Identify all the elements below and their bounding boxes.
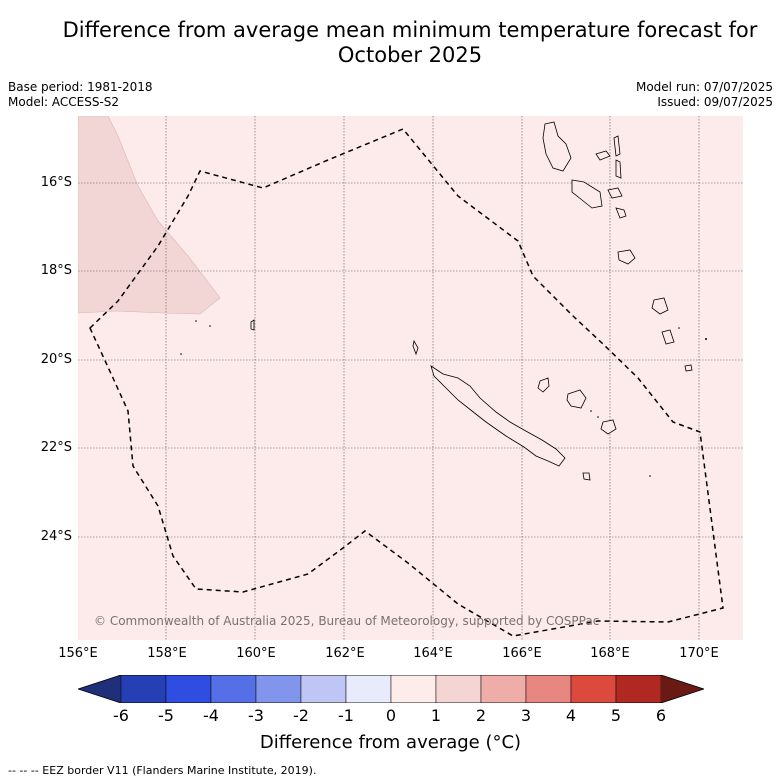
colorbar-cell (165, 675, 212, 703)
colorbar-cell (615, 675, 662, 703)
islet-i (597, 416, 599, 418)
lat-label-16s: 16°S (40, 175, 72, 190)
islet-d (180, 353, 182, 355)
eez-border (89, 128, 724, 637)
espiritu-santo (542, 121, 572, 172)
maewo (613, 135, 621, 157)
cbar-tick-label: 0 (385, 706, 397, 725)
lon-label-158e: 158°E (147, 646, 187, 661)
efate (617, 249, 636, 265)
colorbar-cell (525, 675, 572, 703)
warm-anomaly-patch (78, 116, 221, 315)
belep-islands (412, 339, 419, 356)
lon-label-160e: 160°E (236, 646, 276, 661)
lat-label-24s: 24°S (40, 529, 72, 544)
new-caledonia-island (430, 365, 566, 467)
model-run: Model run: 07/07/2025 (635, 80, 773, 94)
islet-e (649, 475, 651, 477)
colorbar-cell (120, 675, 167, 703)
colorbar-cell (300, 675, 347, 703)
lon-label-168e: 168°E (590, 646, 630, 661)
lon-label-170e: 170°E (679, 646, 719, 661)
lon-label-164e: 164°E (413, 646, 453, 661)
ambae (595, 150, 611, 161)
ouvea-island (537, 377, 550, 393)
cbar-tick-label: -6 (113, 706, 129, 725)
cbar-tick-label: 5 (610, 706, 622, 725)
map-panel[interactable]: © Commonwealth of Australia 2025, Bureau… (78, 116, 743, 640)
lon-label-156e: 156°E (58, 646, 98, 661)
title-line-2: October 2025 (337, 43, 483, 67)
tanna (661, 329, 675, 345)
cbar-tick-label: 4 (565, 706, 577, 725)
base-period: Base period: 1981-2018 (8, 80, 153, 94)
issued-date: Issued: 09/07/2025 (657, 95, 773, 109)
model-name: Model: ACCESS-S2 (8, 95, 120, 109)
lon-label-166e: 166°E (502, 646, 542, 661)
islet-c (209, 325, 211, 327)
cbar-tick-label: 3 (520, 706, 532, 725)
cbar-tick-label: 2 (475, 706, 487, 725)
islet-b (195, 320, 197, 322)
colorbar-cell (255, 675, 302, 703)
colorbar-cell (210, 675, 257, 703)
lat-label-22s: 22°S (40, 440, 72, 455)
cbar-tick-label: -5 (158, 706, 174, 725)
cbar-tick-label: -4 (203, 706, 219, 725)
cbar-tick-label: -1 (338, 706, 354, 725)
ambrym (607, 187, 623, 199)
eez-legend-note: -- -- -- EEZ border V11 (Flanders Marine… (8, 764, 317, 777)
mare-island (600, 419, 617, 435)
epi-shepherd (615, 207, 627, 219)
lon-label-162e: 162°E (325, 646, 365, 661)
cbar-tick-label: -3 (248, 706, 264, 725)
islet-h (590, 410, 592, 412)
lat-label-18s: 18°S (40, 263, 72, 278)
colorbar-cell (345, 675, 392, 703)
isle-of-pines (582, 472, 591, 481)
graticule (78, 116, 743, 640)
aneityum (684, 364, 693, 372)
islet-f (678, 327, 680, 329)
page-title: Difference from average mean minimum tem… (0, 18, 781, 68)
colorbar-cell (480, 675, 527, 703)
colorbar-cell (435, 675, 482, 703)
copyright-notice: © Commonwealth of Australia 2025, Bureau… (94, 614, 600, 628)
colorbar-cell (570, 675, 617, 703)
cbar-tick-label: 6 (655, 706, 667, 725)
title-line-1: Difference from average mean minimum tem… (62, 18, 758, 42)
erromango (651, 297, 669, 315)
meta-left: Base period: 1981-2018 Model: ACCESS-S2 (8, 80, 153, 110)
malakula (571, 179, 603, 209)
colorbar-min-extend (78, 675, 121, 703)
colorbar-title: Difference from average (°C) (259, 732, 522, 753)
map-svg (78, 116, 743, 640)
islet-g (705, 338, 707, 340)
lat-label-20s: 20°S (40, 352, 72, 367)
cbar-tick-label: -2 (293, 706, 309, 725)
colorbar (78, 675, 704, 703)
islet-a (250, 319, 255, 331)
lifou-island (566, 389, 587, 409)
meta-right: Model run: 07/07/2025 Issued: 09/07/2025 (636, 80, 773, 110)
cbar-tick-label: 1 (430, 706, 442, 725)
colorbar-max-extend (661, 675, 704, 703)
colorbar-cell (390, 675, 437, 703)
pentecost (615, 159, 622, 179)
